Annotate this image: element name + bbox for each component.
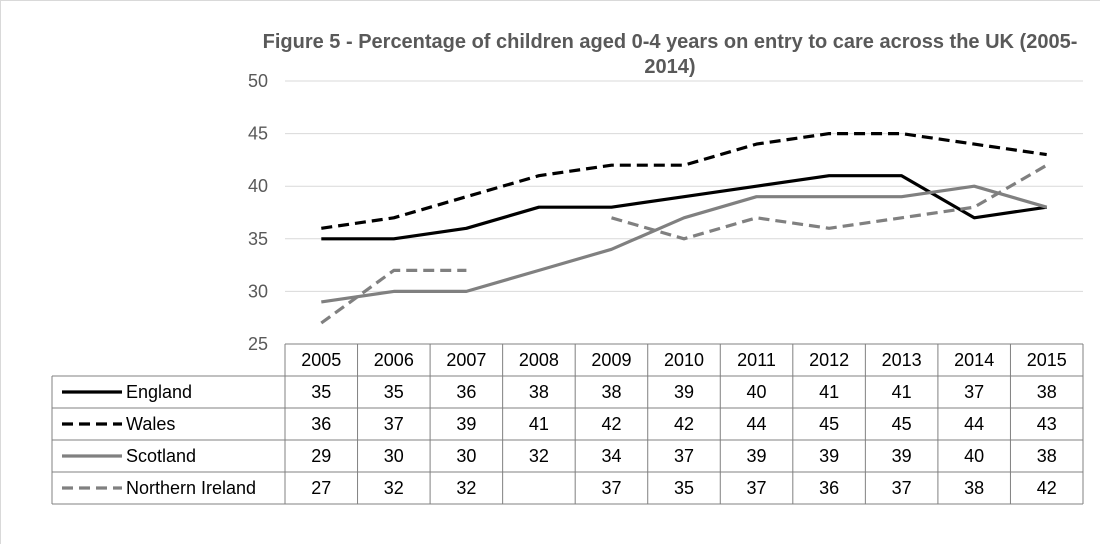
x-tick-label: 2013 (882, 350, 922, 370)
data-label: 27 (311, 478, 331, 498)
data-label: 42 (601, 414, 621, 434)
data-label: 35 (674, 478, 694, 498)
y-tick-label: 45 (248, 124, 268, 144)
data-label: 40 (747, 382, 767, 402)
series-line-scotland (321, 184, 1048, 304)
data-label: 39 (747, 446, 767, 466)
data-label: 45 (892, 414, 912, 434)
data-label: 37 (747, 478, 767, 498)
y-tick-label: 40 (248, 176, 268, 196)
legend-label: Wales (126, 414, 175, 434)
series-line-northern-ireland (611, 163, 1048, 241)
series-lines (320, 132, 1048, 325)
y-tick-label: 35 (248, 229, 268, 249)
data-label: 39 (819, 446, 839, 466)
data-label: 39 (892, 446, 912, 466)
data-label: 38 (1037, 382, 1057, 402)
data-label: 37 (892, 478, 912, 498)
x-tick-label: 2009 (591, 350, 631, 370)
data-label: 34 (601, 446, 621, 466)
data-label: 42 (674, 414, 694, 434)
x-tick-label: 2005 (301, 350, 341, 370)
data-label: 35 (384, 382, 404, 402)
y-tick-label: 25 (248, 334, 268, 354)
data-label: 39 (456, 414, 476, 434)
data-label: 32 (384, 478, 404, 498)
data-label: 30 (384, 446, 404, 466)
data-label: 43 (1037, 414, 1057, 434)
x-tick-label: 2012 (809, 350, 849, 370)
chart-title: Figure 5 - Percentage of children aged 0… (262, 31, 1078, 78)
x-tick-label: 2006 (374, 350, 414, 370)
data-label: 39 (674, 382, 694, 402)
data-label: 45 (819, 414, 839, 434)
data-label: 38 (1037, 446, 1057, 466)
x-tick-label: 2011 (737, 350, 776, 370)
x-tick-label: 2010 (664, 350, 704, 370)
data-label: 44 (964, 414, 984, 434)
data-label: 37 (384, 414, 404, 434)
data-label: 36 (311, 414, 331, 434)
data-label: 41 (529, 414, 549, 434)
data-label: 38 (601, 382, 621, 402)
data-label: 36 (456, 382, 476, 402)
x-tick-label: 2014 (954, 350, 994, 370)
x-tick-label: 2015 (1027, 350, 1067, 370)
data-label: 32 (529, 446, 549, 466)
data-label: 29 (311, 446, 331, 466)
legend-label: Northern Ireland (126, 478, 256, 498)
data-label: 32 (456, 478, 476, 498)
data-label: 35 (311, 382, 331, 402)
y-axis-ticks: 25 30 35 40 45 50 (248, 71, 268, 354)
data-label: 41 (819, 382, 839, 402)
data-label: 37 (601, 478, 621, 498)
series-line-england (321, 174, 1047, 241)
data-label: 42 (1037, 478, 1057, 498)
legend-label: Scotland (126, 446, 196, 466)
y-tick-label: 30 (248, 281, 268, 301)
data-label: 38 (964, 478, 984, 498)
legend-label: England (126, 382, 192, 402)
data-label: 44 (747, 414, 767, 434)
data-label: 37 (964, 382, 984, 402)
data-label: 38 (529, 382, 549, 402)
series-line-wales (321, 132, 1047, 230)
data-label: 41 (892, 382, 912, 402)
y-tick-label: 50 (248, 71, 268, 91)
data-table: 2005 2006 2007 2008 2009 2010 2011 2012 2013 2014… (51, 343, 1084, 505)
data-label: 36 (819, 478, 839, 498)
series-line-northern-ireland (320, 268, 467, 325)
data-label: 37 (674, 446, 694, 466)
x-tick-label: 2008 (519, 350, 559, 370)
data-label: 40 (964, 446, 984, 466)
data-label: 30 (456, 446, 476, 466)
x-tick-label: 2007 (446, 350, 486, 370)
